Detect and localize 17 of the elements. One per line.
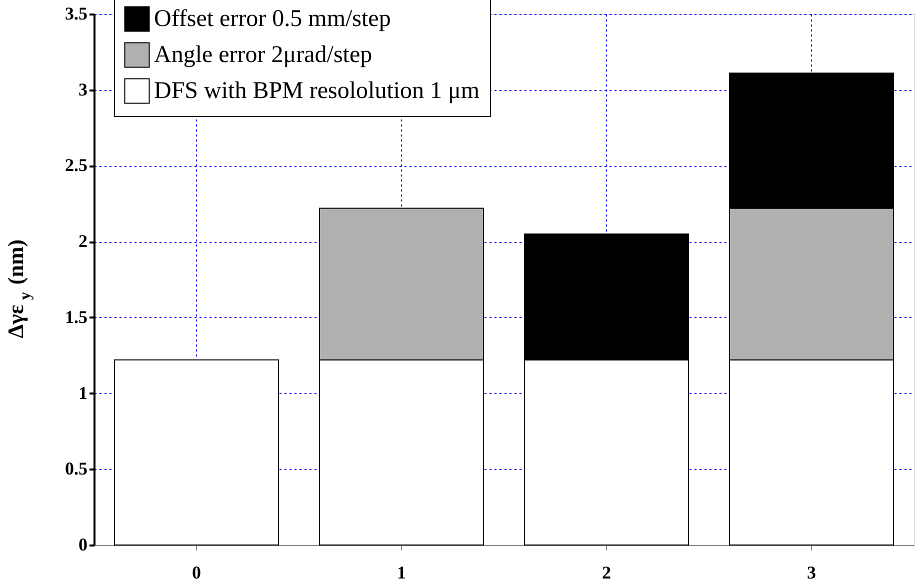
x-tick-label: 1 [397,562,406,582]
y-axis-title: Δγεy (nm) [3,239,34,338]
y-tick-label: 1.5 [65,306,88,327]
legend-label: Offset error 0.5 mm/step [154,6,391,32]
y-tick-label: 0.5 [65,458,88,479]
y-tick-label: 2 [78,231,88,252]
y-tick-label: 3 [78,79,88,100]
bar [114,359,279,546]
legend-label: DFS with BPM resololution 1 μm [154,78,480,104]
x-tick-label: 2 [602,562,611,582]
y-tick-label: 2.5 [65,155,88,176]
y-tick-label: 0 [78,534,88,554]
x-tick-label: 0 [192,562,201,582]
y-tick-label: 3.5 [65,4,88,24]
y-tick-label: 1 [78,382,88,403]
x-tick-label: 3 [807,562,816,582]
legend-label: Angle error 2μrad/step [154,42,372,68]
